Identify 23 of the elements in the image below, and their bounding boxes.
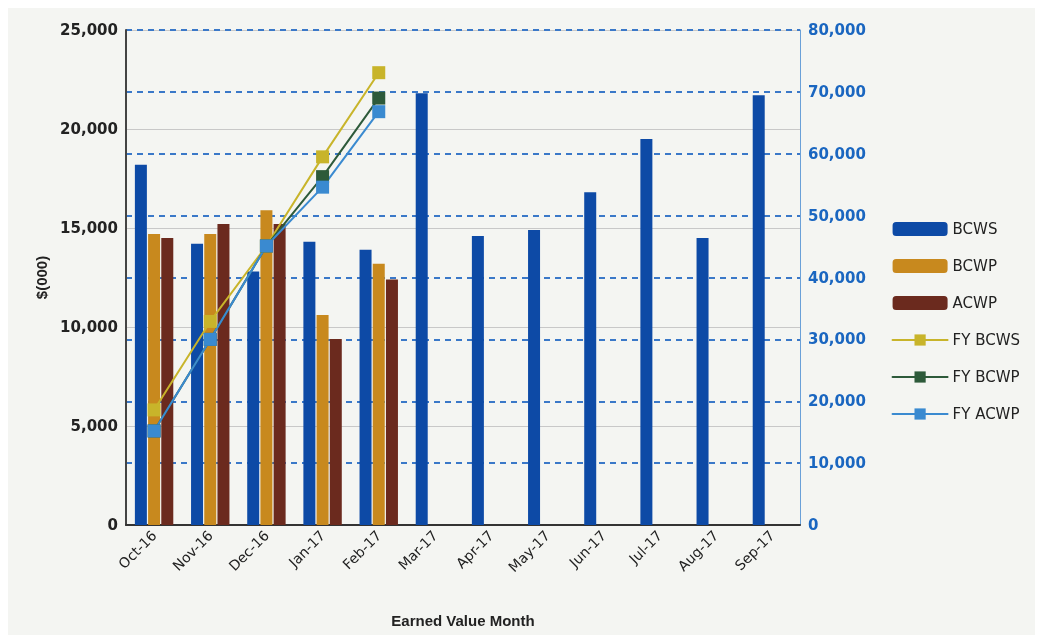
legend-label: BCWP — [952, 257, 997, 275]
y-tick-label: 10,000 — [60, 318, 118, 336]
legend-label: FY BCWP — [952, 368, 1020, 386]
y-tick-label: 20,000 — [60, 120, 118, 138]
y2-tick-label: 10,000 — [808, 454, 866, 473]
y2-tick-label: 30,000 — [808, 330, 866, 349]
legend-label: BCWS — [952, 220, 998, 238]
y2-tick-label: 0 — [808, 516, 819, 534]
x-axis-title: Earned Value Month — [391, 612, 535, 629]
legend-label: ACWP — [952, 294, 997, 312]
y2-tick-label: 40,000 — [808, 268, 866, 287]
y-tick-label: 0 — [107, 516, 118, 534]
y2-tick-label: 50,000 — [808, 206, 866, 225]
legend-label: FY BCWS — [952, 331, 1021, 349]
y2-tick-label: 60,000 — [808, 144, 866, 163]
legend-label: FY ACWP — [952, 405, 1020, 423]
y2-tick-label: 70,000 — [808, 82, 866, 101]
y-tick-label: 5,000 — [70, 417, 118, 435]
y2-tick-label: 20,000 — [808, 392, 866, 411]
y2-tick-label: 80,000 — [808, 21, 866, 39]
y-tick-label: 15,000 — [60, 219, 118, 237]
y-tick-label: 25,000 — [60, 21, 118, 39]
y-axis-title: $(000) — [33, 255, 51, 300]
